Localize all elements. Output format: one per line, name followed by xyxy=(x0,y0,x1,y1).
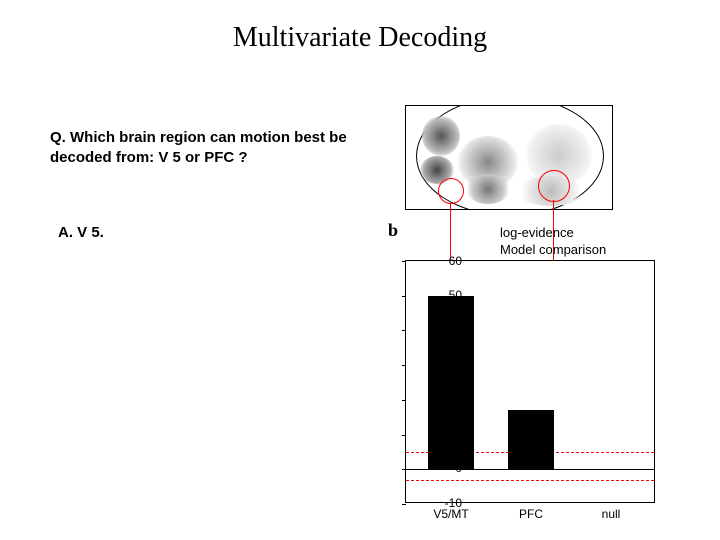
chart-legend: log-evidence Model comparison xyxy=(500,225,606,259)
ytick-20: 20 xyxy=(432,392,462,406)
ytick-50: 50 xyxy=(432,288,462,302)
ytick-0: 0 xyxy=(432,461,462,475)
answer-text: A. V 5. xyxy=(58,224,104,241)
ytick-neg10: -10 xyxy=(432,496,462,510)
threshold-line-lower xyxy=(406,480,654,481)
bar-v5mt xyxy=(428,296,474,470)
roi-v5 xyxy=(438,178,464,204)
ytick-60: 60 xyxy=(432,254,462,268)
brain-scan-image xyxy=(405,105,613,210)
ytick-30: 30 xyxy=(432,358,462,372)
bar-pfc xyxy=(508,410,554,469)
x-label-pfc: PFC xyxy=(519,507,543,521)
ytick-40: 40 xyxy=(432,323,462,337)
roi-pfc xyxy=(538,170,570,202)
legend-line-1: log-evidence xyxy=(500,225,606,242)
x-label-null: null xyxy=(602,507,621,521)
page-title: Multivariate Decoding xyxy=(0,22,720,54)
panel-label-b: b xyxy=(388,220,398,241)
legend-line-2: Model comparison xyxy=(500,242,606,259)
question-text: Q. Which brain region can motion best be… xyxy=(50,128,380,167)
ytick-10: 10 xyxy=(432,427,462,441)
